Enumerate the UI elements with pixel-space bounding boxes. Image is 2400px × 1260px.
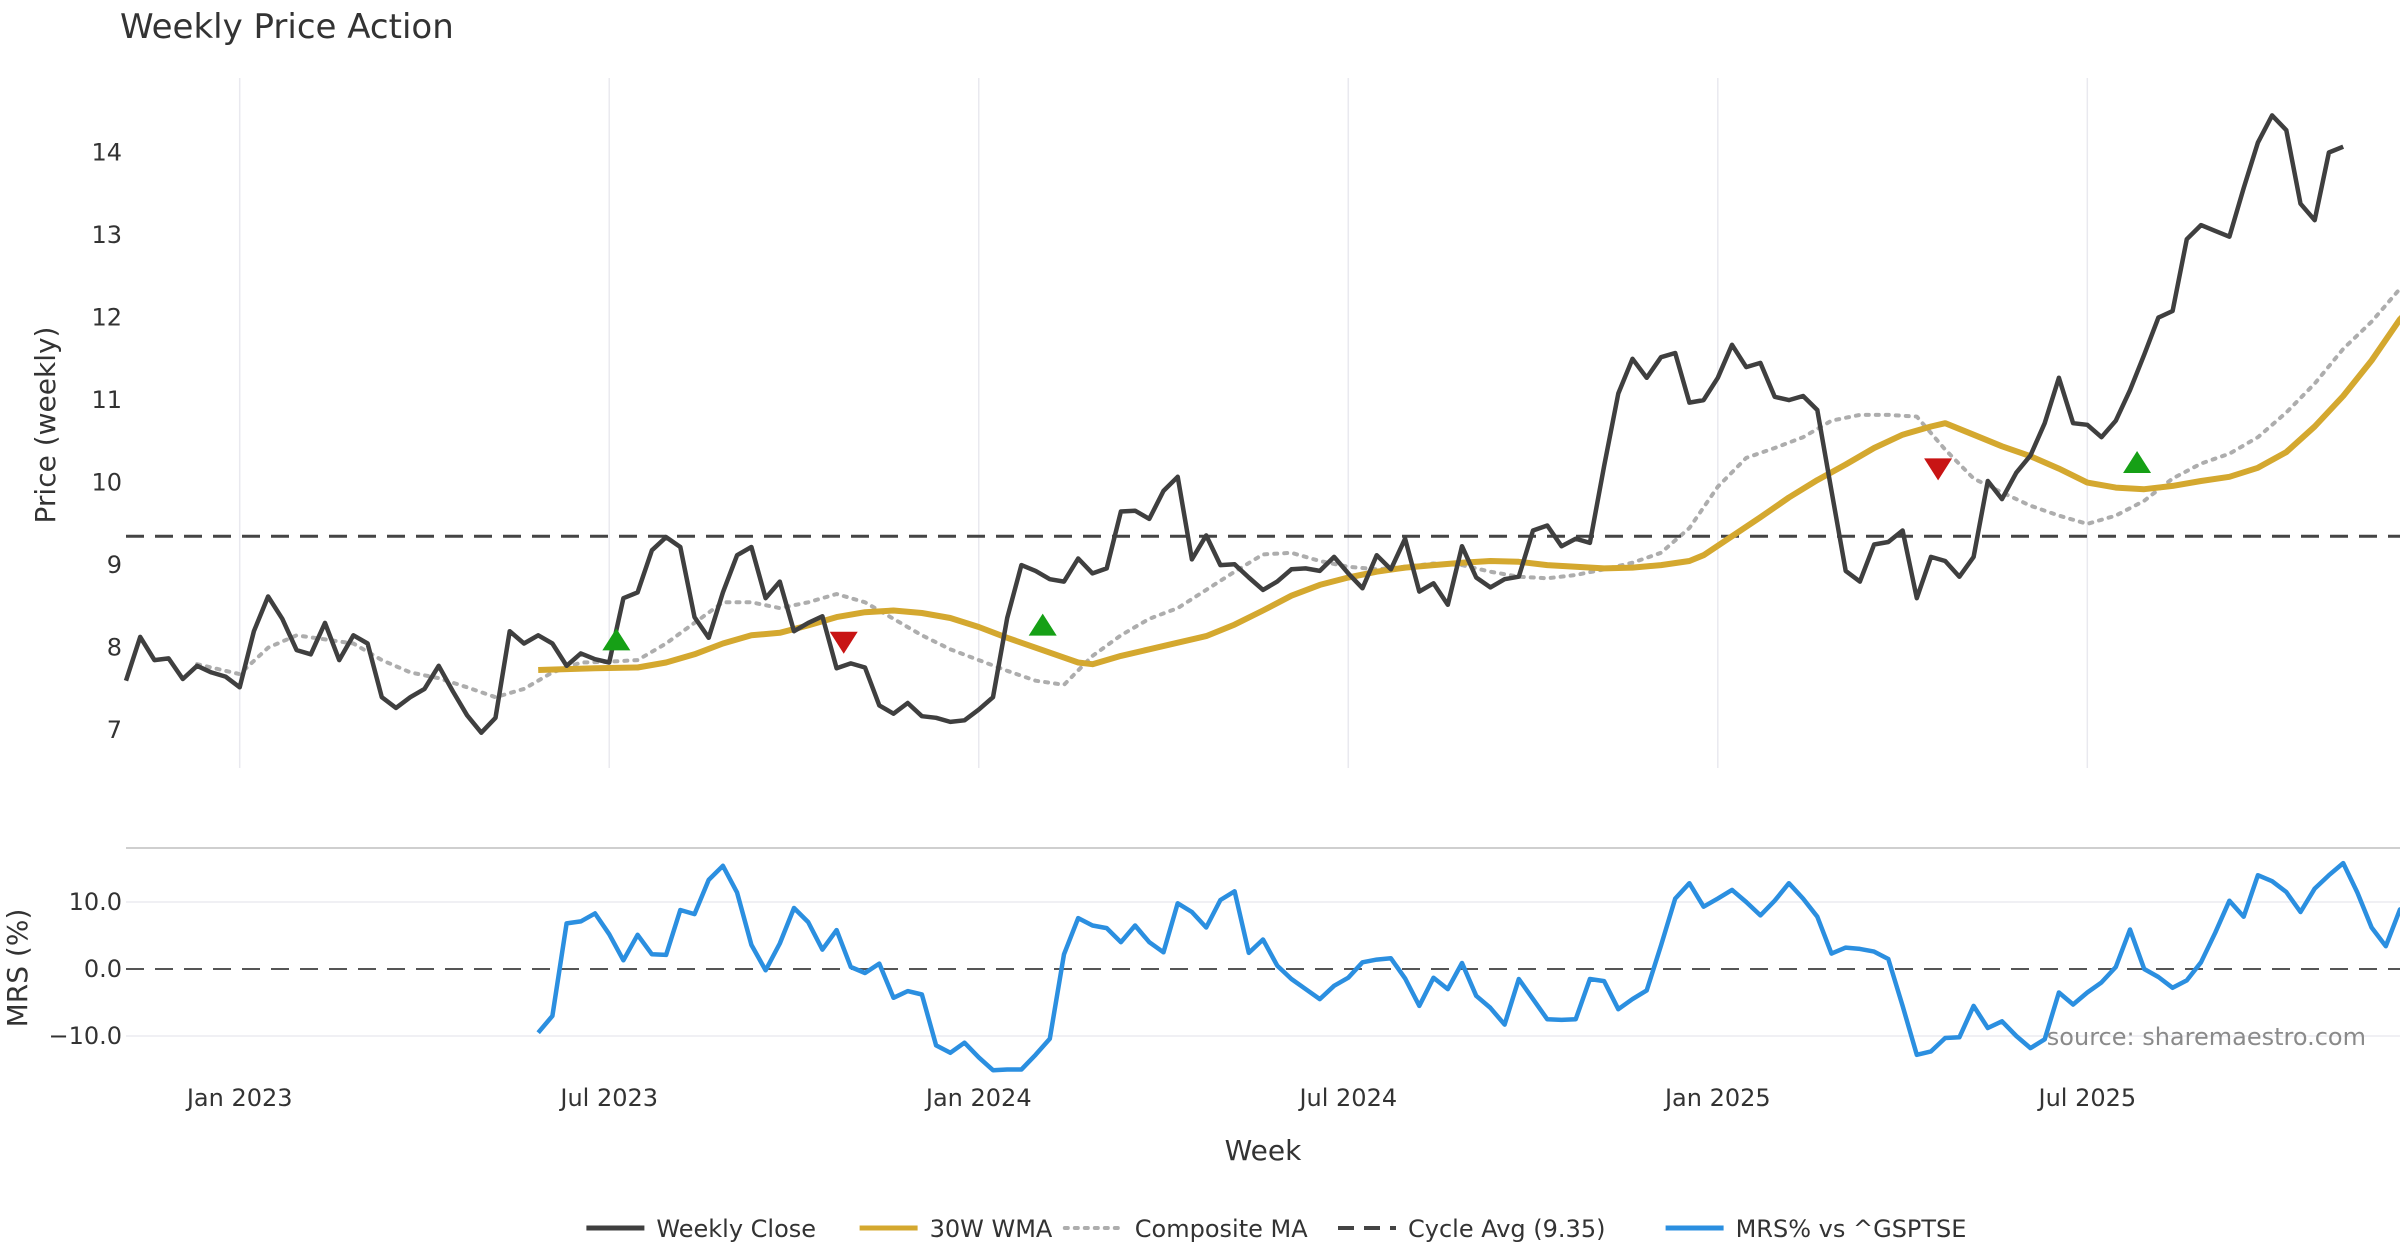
price-y-axis-title: Price (weekly) [29,327,62,524]
buy-signal-marker [1028,613,1057,636]
source-note: source: sharemaestro.com [2047,1023,2366,1051]
legend-label: Composite MA [1135,1215,1308,1243]
legend-label: MRS% vs ^GSPTSE [1736,1215,1967,1243]
legend-entry-mrs-vs-gsptse: MRS% vs ^GSPTSE [1665,1215,1967,1243]
mrs-y-tick-label: 10.0 [69,888,122,916]
series-mrs-vs-gsptse [536,860,2400,1073]
mrs-y-tick-label: 0.0 [84,955,122,983]
legend-entry-cycle-avg-9-35: Cycle Avg (9.35) [1338,1215,1605,1243]
price-y-tick-label: 12 [91,304,122,332]
x-tick-label: Jul 2025 [2036,1084,2136,1112]
buy-signal-marker [2123,450,2152,473]
sell-signal-marker [829,631,858,654]
x-axis: Jan 2023 Jul 2023 Jan 2024 Jul 2024 Jan 2025… [185,1084,2136,1112]
price-y-tick-label: 7 [107,716,122,744]
price-y-axis: 7 8 9 10 11 12 13 14 [91,139,122,745]
x-tick-label: Jul 2023 [558,1084,658,1112]
series-30w-wma [538,314,2400,673]
x-tick-label: Jul 2024 [1297,1084,1397,1112]
legend-label: Weekly Close [656,1215,816,1243]
buy-signal-marker [602,628,631,651]
price-y-tick-label: 8 [107,634,122,662]
x-tick-label: Jan 2023 [185,1084,293,1112]
mrs-y-tick-label: −10.0 [48,1022,122,1050]
x-tick-label: Jan 2025 [1663,1084,1771,1112]
price-y-tick-label: 14 [91,139,122,167]
legend-entry-composite-ma: Composite MA [1062,1215,1308,1243]
chart-title: Weekly Price Action [120,7,454,47]
legend-label: Cycle Avg (9.35) [1408,1215,1605,1243]
legend-entry-weekly-close: Weekly Close [586,1215,816,1243]
sell-signal-marker [1924,458,1953,481]
price-y-tick-label: 9 [107,551,122,579]
mrs-y-axis: −10.0 0.0 10.0 [48,888,122,1050]
price-y-tick-label: 10 [91,469,122,497]
price-panel: 7 8 9 10 11 12 13 14 [91,78,2400,768]
legend: Weekly Close 30W WMA Composite MA Cycle Avg… [586,1215,1966,1243]
mrs-series [536,860,2400,1073]
signal-markers [602,450,2152,654]
price-series [123,113,2400,735]
price-y-tick-label: 13 [91,221,122,249]
price-gridlines [238,78,2089,768]
mrs-gridlines [126,847,2400,1037]
mrs-y-axis-title: MRS (%) [1,909,34,1028]
series-weekly-close [123,113,2345,735]
x-axis-title: Week [1225,1134,1302,1167]
x-tick-label: Jan 2024 [924,1084,1032,1112]
price-y-tick-label: 11 [91,386,122,414]
series-composite-ma [195,285,2400,700]
legend-entry-30w-wma: 30W WMA [859,1215,1053,1243]
mrs-panel: −10.0 0.0 10.0 [48,847,2400,1073]
legend-label: 30W WMA [930,1215,1053,1243]
